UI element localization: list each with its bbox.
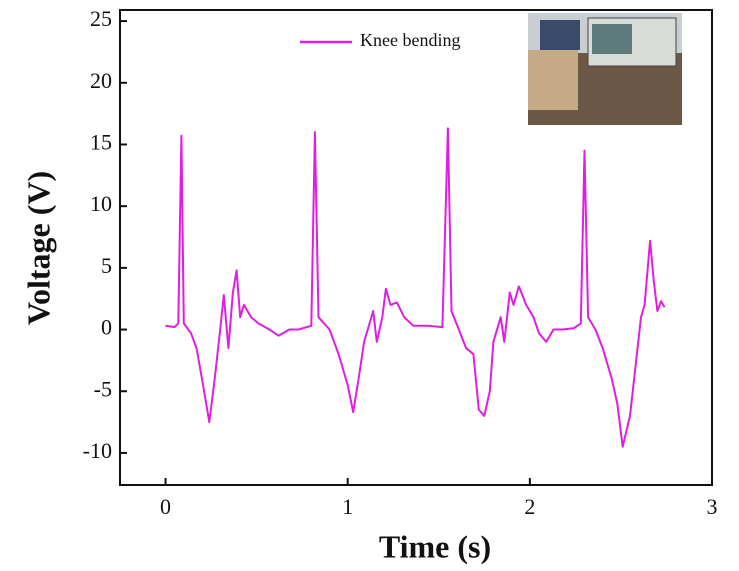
y-tick-label: 20 [90,68,112,93]
y-tick-label: 0 [101,315,112,340]
y-axis-title: Voltage (V) [20,171,56,325]
y-tick-label: 5 [101,253,112,278]
x-axis-title: Time (s) [379,528,491,564]
x-tick-label: 1 [342,494,353,519]
x-tick-label: 3 [707,494,718,519]
inset-photo [528,13,682,125]
data-line [165,127,666,448]
y-tick-label: 25 [90,6,112,31]
y-tick-label: -10 [83,438,112,463]
y-tick-label: 15 [90,130,112,155]
y-tick-label: -5 [94,376,112,401]
y-tick-label: 10 [90,191,112,216]
x-tick-label: 0 [160,494,171,519]
plot-frame [119,9,713,486]
legend-label: Knee bending [360,30,460,50]
x-tick-label: 2 [524,494,535,519]
